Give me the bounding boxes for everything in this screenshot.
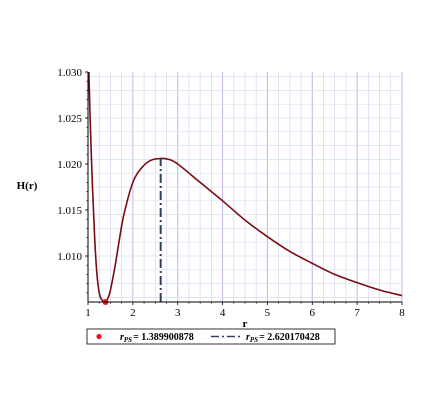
y-tick-labels: 1.010 1.015 1.020 1.025 1.030 (57, 67, 82, 263)
x-tick-label: 2 (130, 307, 136, 319)
x-tick-labels: 1 2 3 4 5 6 7 8 (85, 307, 405, 319)
y-tick-label: 1.010 (57, 251, 82, 263)
grid (87, 72, 403, 302)
y-tick-label: 1.020 (57, 159, 82, 171)
legend-entry-2-subscript: PS (250, 336, 258, 344)
legend-point-marker (96, 333, 102, 340)
curve-layer (88, 71, 402, 303)
legend-entry-1: rPS= 1.389900878 (120, 332, 194, 344)
x-axis-label: r (243, 318, 248, 330)
legend-entry-2: rPS= 2.620170428 (246, 332, 320, 344)
y-tick-label: 1.025 (57, 113, 82, 125)
legend-entry-1-symbol: r (120, 332, 124, 343)
x-tick-label: 6 (310, 307, 316, 319)
y-axis-label: H(r) (17, 180, 38, 192)
legend-entry-2-symbol: r (246, 332, 250, 343)
y-tick-label: 1.015 (57, 205, 82, 217)
h-curve (88, 71, 402, 303)
x-tick-label: 7 (354, 307, 360, 319)
legend-entry-2-value: = 2.620170428 (259, 332, 320, 343)
axes (85, 71, 403, 305)
x-tick-label: 5 (265, 307, 271, 319)
legend-entry-1-value: = 1.389900878 (133, 332, 194, 343)
y-tick-label: 1.030 (57, 67, 82, 79)
legend-entry-1-subscript: PS (124, 336, 132, 344)
legend: rPS= 1.389900878 rPS= 2.620170428 (86, 328, 336, 345)
x-tick-label: 1 (85, 307, 91, 319)
x-tick-label: 8 (399, 307, 405, 319)
x-tick-label: 4 (220, 307, 226, 319)
x-tick-label: 3 (175, 307, 181, 319)
